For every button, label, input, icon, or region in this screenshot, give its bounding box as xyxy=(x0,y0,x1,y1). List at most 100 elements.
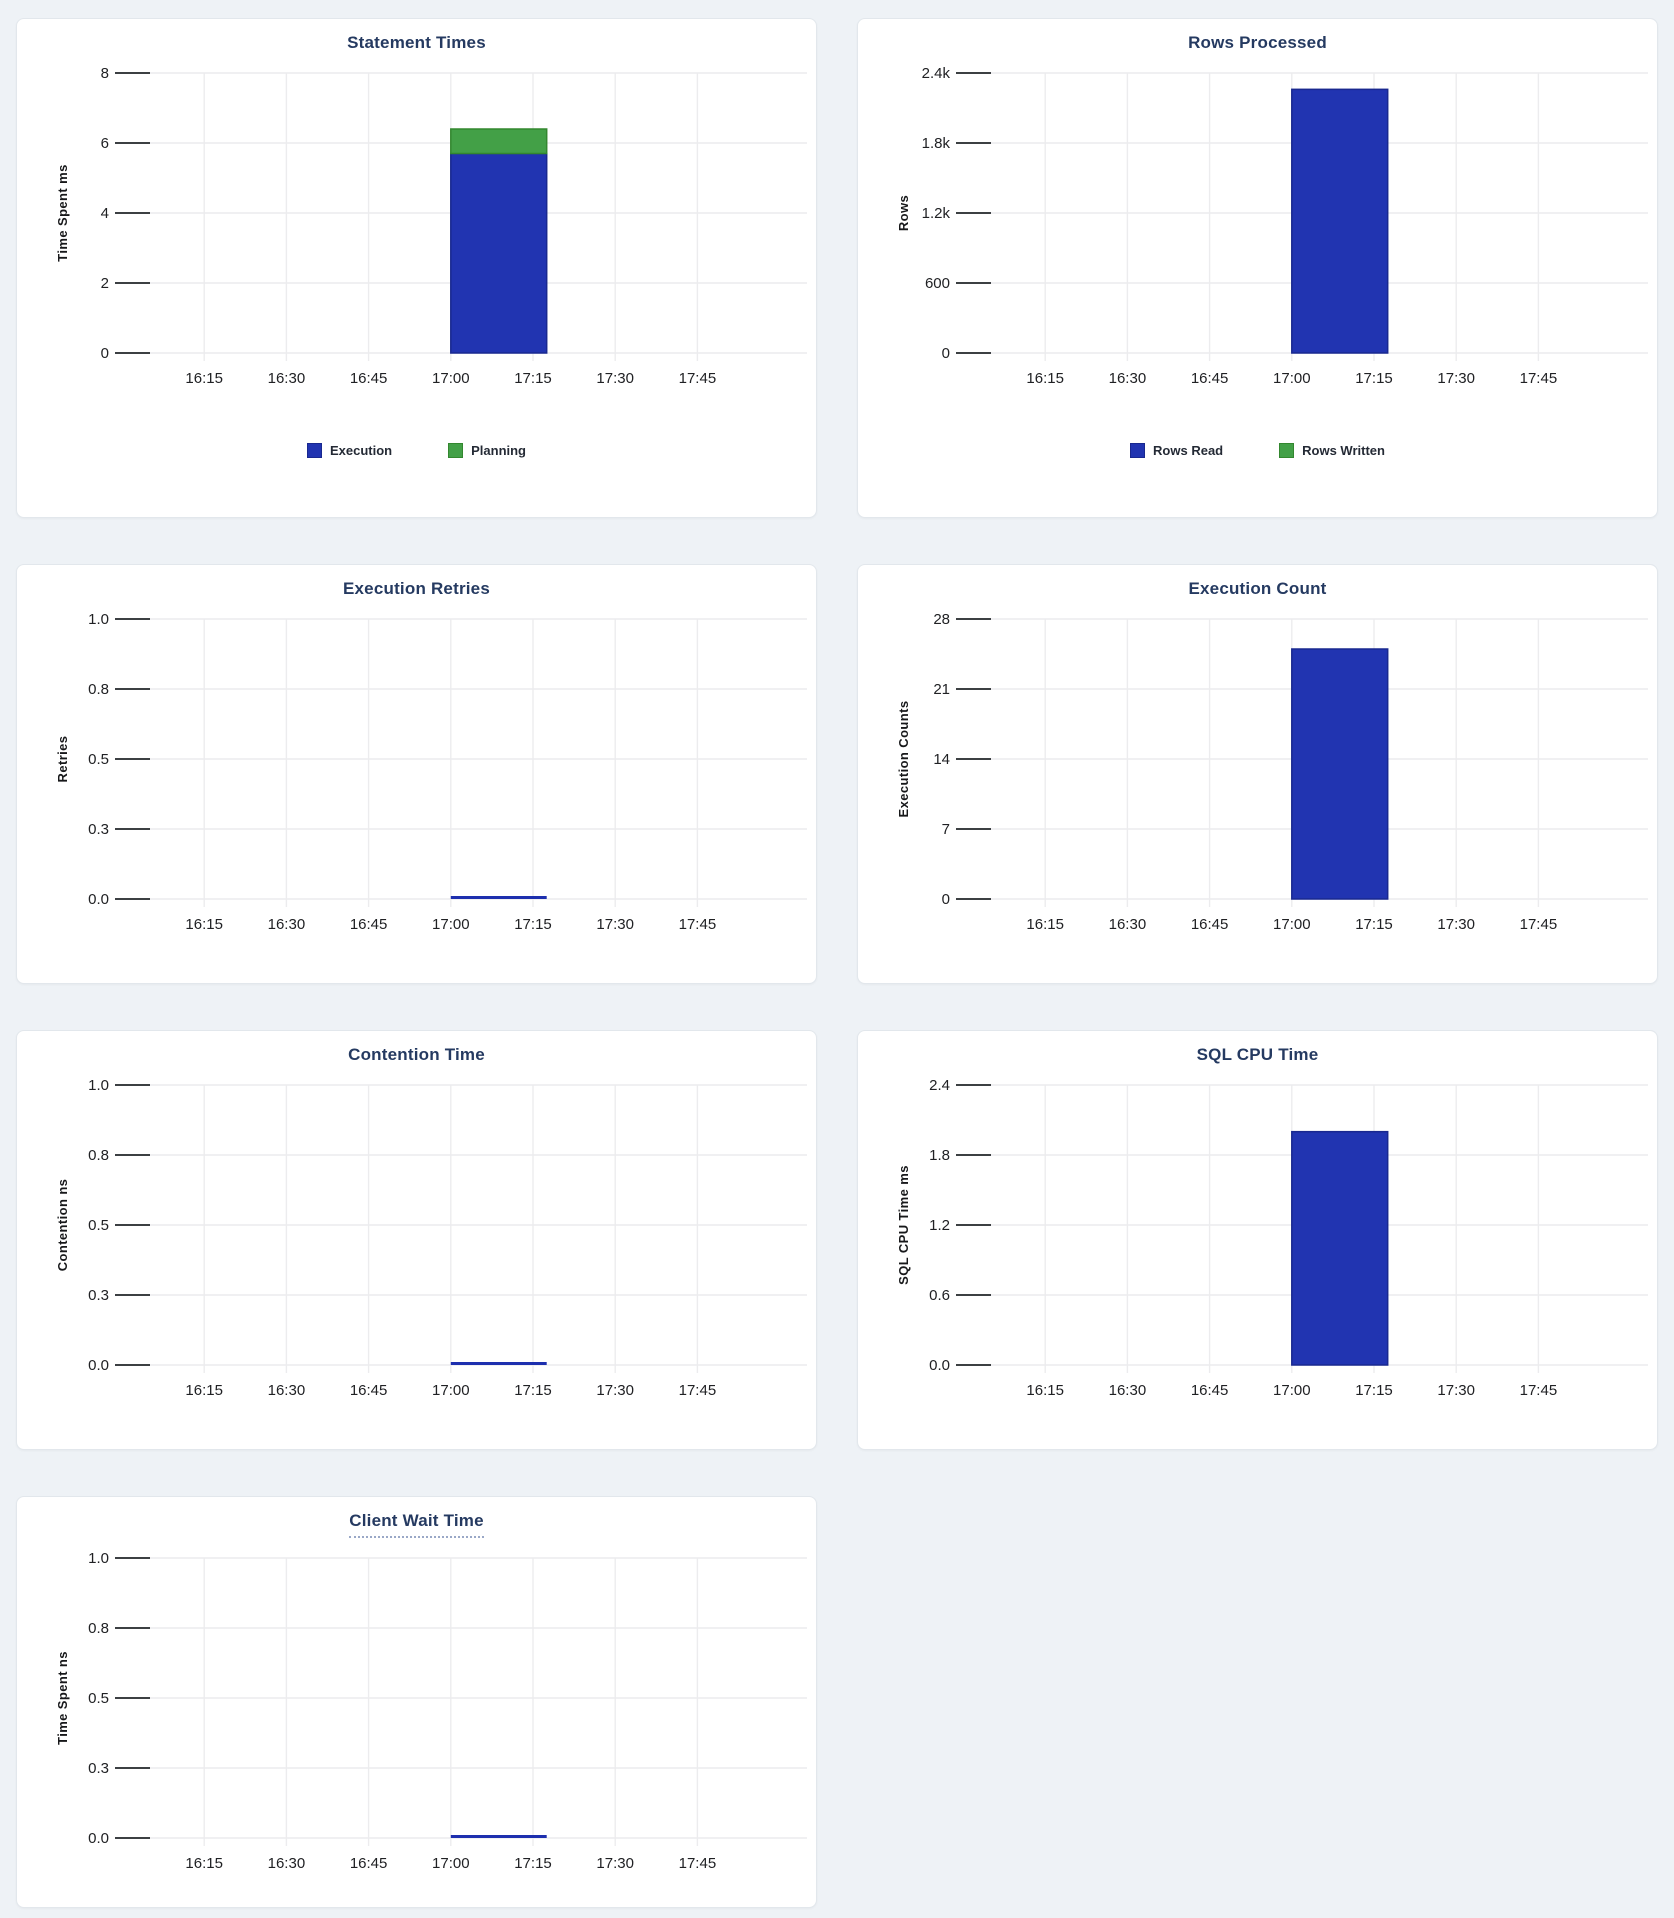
chart-title-wrap-sql-cpu-time: SQL CPU Time xyxy=(858,1045,1657,1065)
chart-card-execution-count: Execution Count 16:15 16:30 16:45 17:00 17:15… xyxy=(857,564,1658,984)
x-tick-label: 17:30 xyxy=(1437,916,1475,933)
legend-swatch-icon xyxy=(1279,443,1295,458)
x-tick-label: 16:30 xyxy=(1109,916,1147,933)
legend-item-planning[interactable]: Planning xyxy=(448,443,526,458)
y-tick-label: 0.5 xyxy=(88,751,109,768)
bar-segment-planning[interactable] xyxy=(450,128,548,155)
chart-card-sql-cpu-time: SQL CPU Time 16:15 16:30 16:45 17:00 17:15 17:… xyxy=(857,1030,1658,1450)
y-tick-label: 600 xyxy=(925,275,950,292)
y-tick-label: 0.6 xyxy=(929,1287,950,1304)
x-tick-label: 17:15 xyxy=(1355,1382,1393,1399)
chart-plot-execution-count[interactable]: 16:15 16:30 16:45 17:00 17:15 17:30 17:45 28 21 1… xyxy=(858,607,1658,947)
x-tick-label: 17:30 xyxy=(596,1855,634,1872)
x-tick-label: 17:00 xyxy=(1273,916,1311,933)
legend-swatch-icon xyxy=(306,443,322,458)
y-tick-label: 0.0 xyxy=(88,891,109,908)
legend-item-execution[interactable]: Execution xyxy=(306,443,393,458)
y-tick-label: 8 xyxy=(101,65,109,82)
x-tick-label: 16:30 xyxy=(1109,370,1147,387)
y-tick-label: 0.8 xyxy=(88,1620,109,1637)
x-tick-label: 17:00 xyxy=(432,370,470,387)
chart-card-rows-processed: Rows Processed 16:15 16:30 16:45 17:00 17:15 1… xyxy=(857,18,1658,518)
x-tick-label: 17:45 xyxy=(1520,1382,1558,1399)
x-tick-label: 16:15 xyxy=(1026,1382,1064,1399)
x-tick-label: 17:30 xyxy=(1437,1382,1475,1399)
chart-title-contention-time: Contention Time xyxy=(348,1045,485,1064)
y-axis-label-sql-cpu-time: SQL CPU Time ms xyxy=(896,1165,911,1285)
bar-segment-sql-cpu-time[interactable] xyxy=(1291,1130,1389,1366)
legend-label: Rows Written xyxy=(1302,443,1385,458)
x-tick-label: 16:30 xyxy=(268,1855,306,1872)
chart-title-rows-processed: Rows Processed xyxy=(1188,33,1327,52)
x-tick-label: 17:45 xyxy=(679,1855,717,1872)
chart-title-wrap-contention-time: Contention Time xyxy=(17,1045,816,1065)
y-tick-label: 2 xyxy=(101,275,109,292)
chart-plot-sql-cpu-time[interactable]: 16:15 16:30 16:45 17:00 17:15 17:30 17:45 2.4 1.… xyxy=(858,1073,1658,1413)
chart-plot-statement-times[interactable]: 16:15 16:30 16:45 17:00 17:15 17:30 17:45 8 6 4 2 0… xyxy=(17,61,817,401)
x-tick-label: 17:00 xyxy=(1273,370,1311,387)
y-tick-label: 1.0 xyxy=(88,1077,109,1094)
y-tick-label: 4 xyxy=(101,205,109,222)
y-tick-label: 0.8 xyxy=(88,1147,109,1164)
y-tick-label: 14 xyxy=(933,751,950,768)
x-tick-label: 16:45 xyxy=(350,916,388,933)
x-tick-label: 16:30 xyxy=(1109,1382,1147,1399)
chart-plot-contention-time[interactable]: 16:15 16:30 16:45 17:00 17:15 17:30 17:45 1.0 0.… xyxy=(17,1073,817,1413)
y-tick-label: 1.2k xyxy=(922,205,951,222)
chart-title-wrap-execution-retries: Execution Retries xyxy=(17,579,816,599)
legend-label: Planning xyxy=(471,443,526,458)
legend-label: Execution xyxy=(329,443,393,458)
y-tick-label: 1.8k xyxy=(922,135,951,152)
x-tick-label: 16:45 xyxy=(1191,916,1229,933)
bar-segment-execution-count[interactable] xyxy=(1291,648,1389,900)
x-tick-label: 16:15 xyxy=(185,370,223,387)
x-tick-label: 17:30 xyxy=(596,370,634,387)
x-tick-label: 16:30 xyxy=(268,370,306,387)
y-tick-label: 2.4 xyxy=(929,1077,950,1094)
chart-card-contention-time: Contention Time 16:15 16:30 16:45 17:00 17:15… xyxy=(16,1030,817,1450)
y-tick-label: 0 xyxy=(101,345,109,362)
x-tick-label: 17:15 xyxy=(514,1855,552,1872)
x-tick-label: 16:45 xyxy=(1191,1382,1229,1399)
x-tick-label: 16:15 xyxy=(185,1382,223,1399)
y-tick-label: 6 xyxy=(101,135,109,152)
x-tick-label: 16:45 xyxy=(350,1855,388,1872)
x-tick-label: 16:30 xyxy=(268,916,306,933)
legend-item-rows-read[interactable]: Rows Read xyxy=(1130,443,1223,458)
y-tick-label: 0.0 xyxy=(88,1357,109,1374)
charts-grid: Statement Times 16:15 16:30 16:45 17:00 17:15… xyxy=(16,18,1658,1908)
x-tick-label: 17:15 xyxy=(1355,916,1393,933)
chart-title-client-wait-time[interactable]: Client Wait Time xyxy=(349,1511,484,1538)
bar-segment-execution[interactable] xyxy=(450,152,548,354)
chart-plot-client-wait-time[interactable]: 16:15 16:30 16:45 17:00 17:15 17:30 17:45 1.0 0.… xyxy=(17,1546,817,1886)
chart-plot-execution-retries[interactable]: 16:15 16:30 16:45 17:00 17:15 17:30 17:45 1.0 0.… xyxy=(17,607,817,947)
x-tick-label: 17:45 xyxy=(1520,370,1558,387)
x-tick-label: 17:00 xyxy=(432,1855,470,1872)
x-tick-label: 16:15 xyxy=(185,1855,223,1872)
y-axis-label-rows-processed: Rows xyxy=(896,195,911,231)
chart-title-execution-count: Execution Count xyxy=(1188,579,1327,598)
y-tick-label: 0 xyxy=(942,891,950,908)
x-tick-label: 16:15 xyxy=(185,916,223,933)
legend-label: Rows Read xyxy=(1153,443,1224,458)
x-tick-label: 17:00 xyxy=(432,1382,470,1399)
legend-swatch-icon xyxy=(448,443,464,458)
y-tick-label: 0.5 xyxy=(88,1217,109,1234)
bar-segment-rows-read[interactable] xyxy=(1291,88,1389,354)
y-axis-label-execution-retries: Retries xyxy=(55,736,70,783)
x-tick-label: 17:15 xyxy=(514,916,552,933)
chart-title-sql-cpu-time: SQL CPU Time xyxy=(1196,1045,1319,1064)
chart-plot-rows-processed[interactable]: 16:15 16:30 16:45 17:00 17:15 17:30 17:45 2.4k 1… xyxy=(858,61,1658,401)
chart-title-execution-retries: Execution Retries xyxy=(342,579,490,598)
chart-legend-rows-processed: Rows Read Rows Written xyxy=(858,443,1657,458)
y-axis-label-contention-time: Contention ns xyxy=(55,1179,70,1272)
x-tick-label: 17:30 xyxy=(596,1382,634,1399)
y-axis-label-statement-times: Time Spent ms xyxy=(55,164,70,261)
x-tick-label: 17:00 xyxy=(432,916,470,933)
legend-item-rows-written[interactable]: Rows Written xyxy=(1279,443,1385,458)
y-tick-label: 2.4k xyxy=(922,65,951,82)
x-tick-label: 17:30 xyxy=(1437,370,1475,387)
x-tick-label: 17:15 xyxy=(1355,370,1393,387)
chart-card-execution-retries: Execution Retries 16:15 16:30 16:45 17:00 17:… xyxy=(16,564,817,984)
